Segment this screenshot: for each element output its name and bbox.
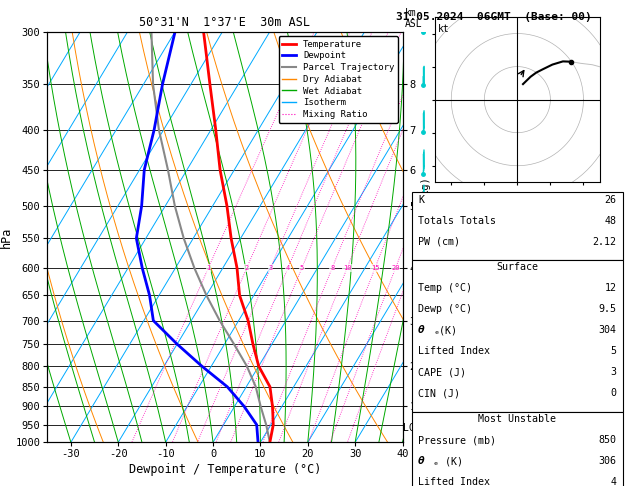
Text: θ: θ [418,456,425,466]
Text: 10: 10 [343,265,352,271]
Text: ₑ(K): ₑ(K) [433,326,457,335]
Text: CAPE (J): CAPE (J) [418,367,466,378]
Bar [412,260,623,412]
Text: 4: 4 [286,265,290,271]
Text: Totals Totals: Totals Totals [418,216,496,226]
Text: θ: θ [418,326,425,335]
Text: LCL: LCL [403,423,420,434]
Y-axis label: Mixing Ratio (g/kg): Mixing Ratio (g/kg) [421,177,431,296]
Text: 850: 850 [598,435,616,445]
Text: 12: 12 [604,283,616,294]
Text: 2.12: 2.12 [593,237,616,247]
Text: 9.5: 9.5 [598,304,616,314]
Text: 0: 0 [610,388,616,399]
Text: 306: 306 [598,456,616,466]
Title: 50°31'N  1°37'E  30m ASL: 50°31'N 1°37'E 30m ASL [140,16,310,29]
Text: Dewp (°C): Dewp (°C) [418,304,472,314]
Text: Lifted Index: Lifted Index [418,477,491,486]
Y-axis label: hPa: hPa [0,226,13,247]
Text: 2: 2 [245,265,249,271]
Bar [412,192,623,260]
Bar [412,412,623,486]
Text: 4: 4 [610,477,616,486]
Text: Pressure (mb): Pressure (mb) [418,435,496,445]
X-axis label: Dewpoint / Temperature (°C): Dewpoint / Temperature (°C) [129,463,321,476]
Text: 3: 3 [269,265,272,271]
Text: 31.05.2024  06GMT  (Base: 00): 31.05.2024 06GMT (Base: 00) [396,12,592,22]
Text: Surface: Surface [496,262,538,273]
Legend: Temperature, Dewpoint, Parcel Trajectory, Dry Adiabat, Wet Adiabat, Isotherm, Mi: Temperature, Dewpoint, Parcel Trajectory… [279,36,398,122]
Text: CIN (J): CIN (J) [418,388,460,399]
Text: 8: 8 [330,265,334,271]
Text: kt: kt [438,24,450,34]
Text: Lifted Index: Lifted Index [418,347,491,356]
Text: 15: 15 [370,265,379,271]
Text: 20: 20 [391,265,400,271]
Text: Most Unstable: Most Unstable [478,414,557,424]
Text: 26: 26 [604,195,616,205]
Text: K: K [418,195,425,205]
Text: Temp (°C): Temp (°C) [418,283,472,294]
Text: 48: 48 [604,216,616,226]
Text: 3: 3 [610,367,616,378]
Text: 304: 304 [598,326,616,335]
Text: PW (cm): PW (cm) [418,237,460,247]
Text: 1: 1 [206,265,211,271]
Text: ₑ (K): ₑ (K) [433,456,463,466]
Text: km
ASL: km ASL [404,8,422,29]
Text: 5: 5 [610,347,616,356]
Text: 5: 5 [299,265,304,271]
